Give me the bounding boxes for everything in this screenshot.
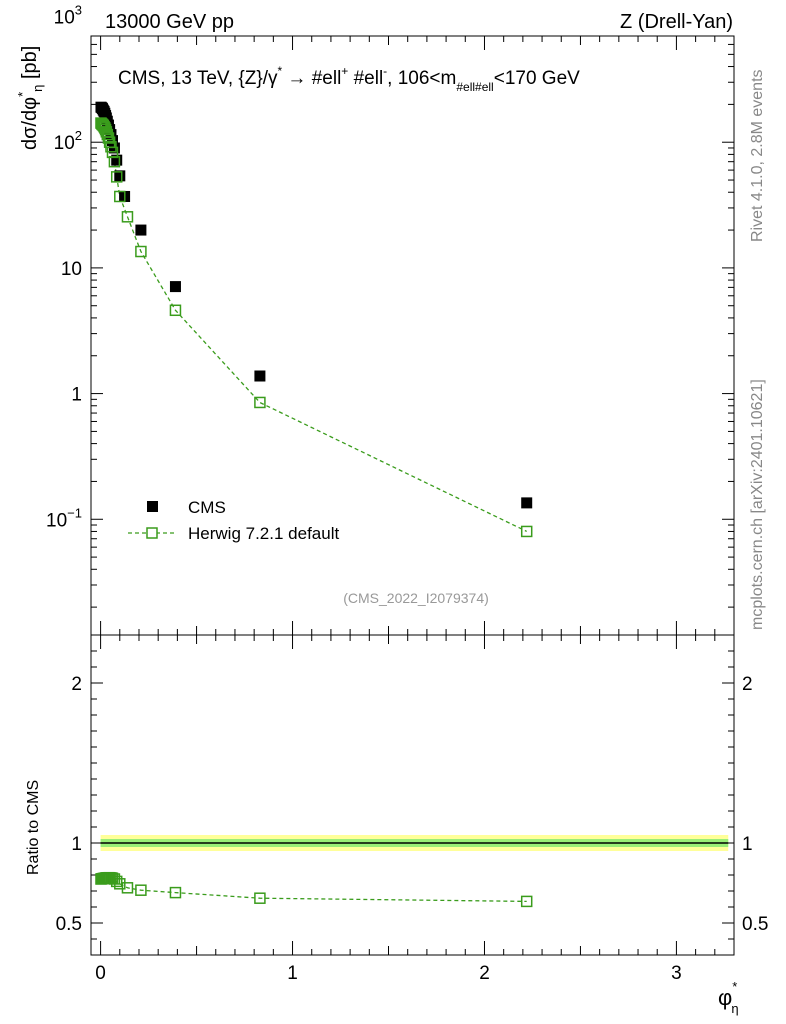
legend-label-cms: CMS	[188, 498, 226, 517]
ratio-x-ticks: 0 1 2 3	[95, 635, 716, 984]
legend-marker-cms	[147, 501, 158, 512]
x-tick-label: 0	[95, 963, 106, 984]
herwig-point	[121, 211, 134, 223]
main-frame	[90, 35, 735, 636]
ratio-y-ticks: 0.5 0.5 1 1 2 2	[56, 650, 768, 940]
ratio-frame	[90, 634, 735, 956]
herwig-point	[135, 245, 147, 258]
cms-point	[169, 281, 181, 293]
herwig-point	[97, 119, 110, 132]
ratio-series	[95, 871, 533, 908]
y-tick-label: 10−1	[46, 505, 82, 531]
plot-title: CMS, 13 TeV, {Z}/γ* → #ell+ #ell-, 106<m…	[118, 64, 580, 94]
ratio-herwig-point	[110, 875, 123, 888]
x-tick-label: 2	[479, 963, 490, 984]
ratio-herwig-point	[169, 886, 182, 899]
x-tick-label: 3	[671, 963, 682, 984]
herwig-point	[169, 304, 182, 317]
ratio-band	[100, 835, 729, 851]
herwig-point	[520, 525, 533, 538]
y-tick-label: 103	[54, 3, 82, 29]
ratio-panel: 0.5 0.5 1 1 2 2 0 1 2 3 Ratio to CMS φ* η	[25, 634, 768, 1016]
ratio-y-tick-label: 0.5	[56, 914, 82, 935]
herwig-point	[110, 171, 123, 183]
ratio-y-tick-label-right: 2	[742, 674, 753, 695]
cms-point	[111, 154, 123, 166]
analysis-id: (CMS_2022_I2079374)	[343, 590, 489, 606]
y-tick-label: 10	[61, 259, 82, 280]
x-tick-label: 1	[287, 963, 298, 984]
cms-point	[254, 370, 266, 382]
side-label-bottom: mcplots.cern.ch [arXiv:2401.10621]	[749, 379, 766, 630]
ratio-y-tick-label: 2	[71, 674, 82, 695]
legend: CMS Herwig 7.2.1 default	[128, 498, 339, 543]
herwig-point	[101, 128, 114, 141]
ratio-herwig-point	[135, 884, 147, 896]
cms-point	[135, 224, 147, 236]
herwig-point	[102, 132, 115, 144]
legend-label-herwig: Herwig 7.2.1 default	[188, 524, 339, 543]
x-axis-label: φ* η	[718, 979, 739, 1016]
header-left: 13000 GeV pp	[105, 11, 234, 33]
ratio-y-tick-label: 1	[71, 834, 82, 855]
herwig-point	[108, 155, 121, 168]
ratio-y-tick-label-right: 1	[742, 834, 753, 855]
ratio-y-axis-label: Ratio to CMS	[25, 780, 42, 875]
herwig-point	[114, 190, 126, 203]
herwig-point	[254, 396, 266, 409]
header-right: Z (Drell-Yan)	[620, 11, 733, 33]
y-tick-label: 1	[71, 385, 82, 406]
ratio-y-tick-label-right: 0.5	[742, 914, 768, 935]
main-x-ticks	[100, 36, 716, 635]
legend-marker-herwig	[146, 527, 158, 539]
ratio-herwig-line	[100, 877, 527, 903]
side-label-top: Rivet 4.1.0, 2.8M events	[749, 69, 766, 242]
herwig-line	[100, 122, 527, 532]
cms-point	[106, 135, 118, 147]
cms-point	[521, 497, 533, 509]
ratio-herwig-point	[114, 878, 126, 890]
main-series	[95, 101, 533, 538]
ratio-herwig-point	[520, 895, 533, 908]
y-tick-label: 102	[54, 128, 82, 154]
ratio-herwig-point	[121, 882, 134, 894]
ratio-herwig-point	[254, 892, 266, 904]
y-axis-label: dσ/dφ*η [pb]	[15, 46, 45, 150]
cms-point	[114, 170, 126, 182]
